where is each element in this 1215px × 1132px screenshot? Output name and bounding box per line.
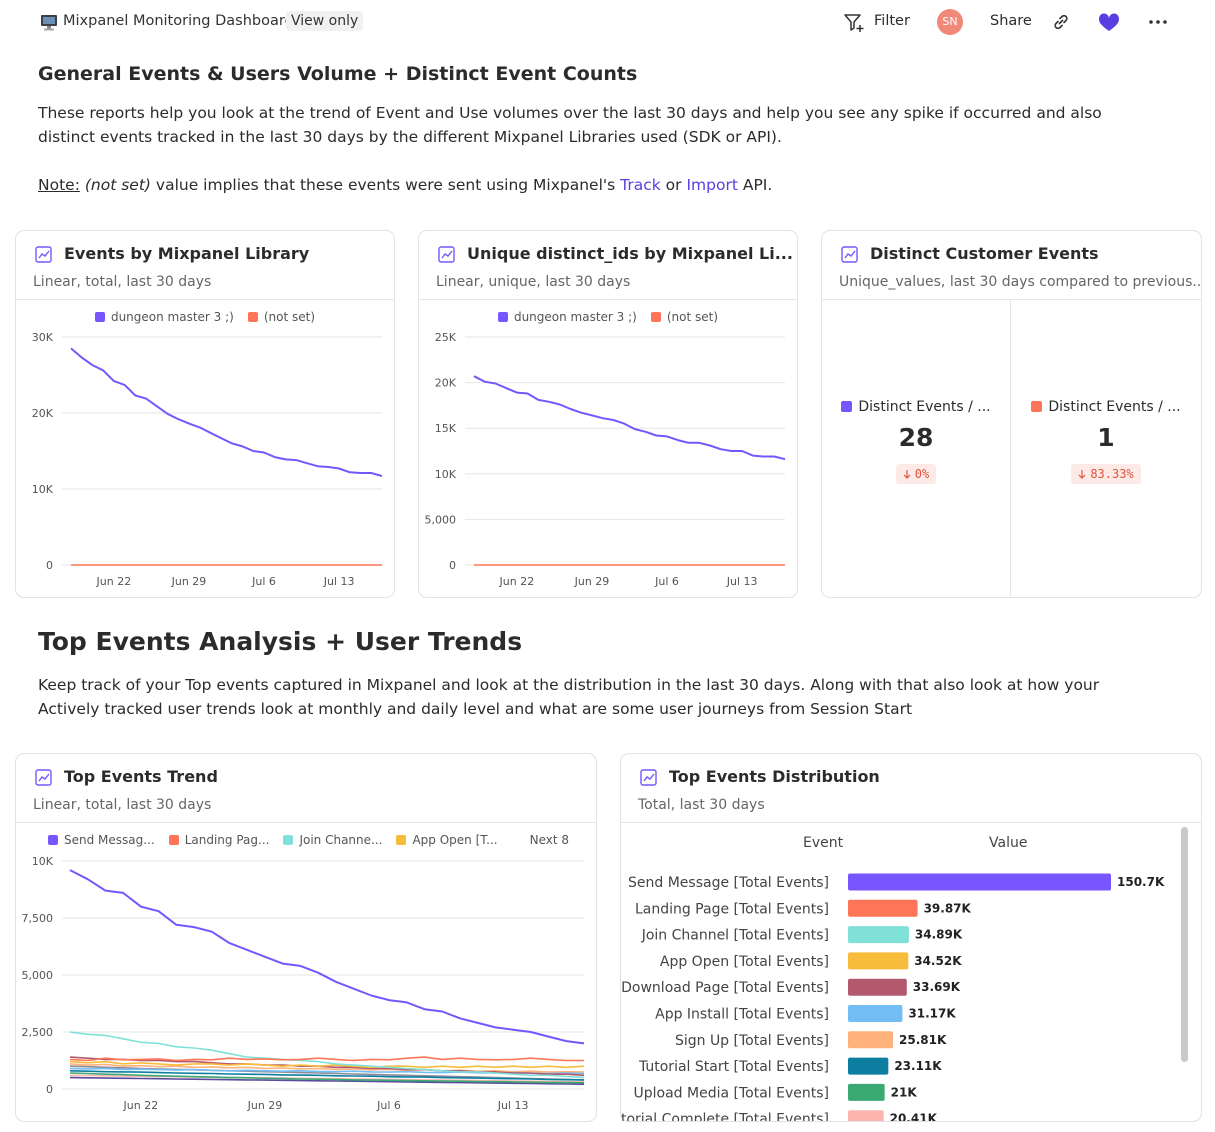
card-subtitle: Linear, total, last 30 days — [33, 274, 212, 290]
section-description: These reports help you look at the trend… — [38, 104, 1102, 146]
metric-value: 28 — [898, 423, 934, 452]
view-only-badge: View only — [286, 11, 364, 31]
legend-more[interactable]: Next 8 — [529, 833, 570, 847]
legend: dungeon master 3 ;) (not set) — [419, 310, 797, 324]
metric-change: 0% — [914, 467, 930, 481]
chart-card: Events by Mixpanel Library Linear, total… — [15, 230, 395, 598]
legend-label: Landing Pag... — [184, 833, 270, 847]
legend-swatch — [48, 835, 58, 845]
card-subtitle: Total, last 30 days — [638, 797, 765, 813]
avatar[interactable]: SN — [937, 9, 963, 35]
metric-swatch — [841, 401, 853, 412]
legend-label: Send Messag... — [64, 833, 155, 847]
note-label: Note: — [38, 176, 80, 194]
legend-item: dungeon master 3 ;) — [497, 310, 637, 324]
track-link[interactable]: Track — [620, 176, 661, 194]
legend-swatch — [283, 835, 294, 845]
metric-card: Distinct Customer Events Unique_values, … — [821, 230, 1202, 598]
metric-swatch — [1031, 401, 1043, 412]
link-icon[interactable] — [1052, 13, 1070, 31]
legend-swatch — [94, 312, 105, 322]
filter-button[interactable]: Filter — [874, 13, 910, 29]
legend-swatch — [168, 835, 179, 845]
metric: Distinct Events / ... 28 0% — [822, 399, 1010, 484]
down-arrow — [1078, 470, 1086, 479]
legend-item: (not set) — [247, 310, 316, 324]
legend-swatch — [396, 835, 407, 845]
note-italic: (not set) — [84, 176, 151, 194]
section-title: Top Events Analysis + User Trends — [38, 627, 523, 656]
column-header: Value — [989, 835, 1028, 851]
chart-icon — [438, 246, 455, 263]
column-header: Event — [803, 835, 844, 851]
section-title: General Events & Users Volume + Distinct… — [38, 63, 638, 85]
metric-name: Distinct Events / ... — [858, 399, 991, 415]
divider — [822, 299, 1201, 300]
legend-label: (not set) — [666, 310, 719, 324]
legend-item: Landing Pag... — [168, 833, 270, 847]
card-subtitle: Linear, unique, last 30 days — [436, 274, 631, 290]
card-title[interactable]: Distinct Customer Events — [870, 244, 1099, 263]
legend-swatch — [247, 312, 258, 322]
section-description: Keep track of your Top events captured i… — [38, 676, 1100, 718]
legend-label: Join Channe... — [299, 833, 383, 847]
share-button[interactable]: Share — [990, 13, 1032, 29]
monitor-icon — [41, 15, 57, 31]
more-icon[interactable] — [1148, 18, 1168, 26]
card-title[interactable]: Unique distinct_ids by Mixpanel Li... — [467, 244, 793, 263]
metric: Distinct Events / ... 1 83.33% — [1011, 399, 1201, 484]
card-title[interactable]: Top Events Trend — [64, 767, 218, 786]
change-pill: 0% — [895, 464, 937, 484]
dashboard-title: Mixpanel Monitoring Dashboard — [63, 13, 294, 29]
change-pill: 83.33% — [1071, 464, 1141, 484]
legend-label: dungeon master 3 ;) — [110, 310, 234, 324]
import-link[interactable]: Import — [686, 176, 738, 194]
note-text: value implies that these events were sen… — [155, 176, 616, 194]
metric-change: 83.33% — [1090, 467, 1134, 481]
legend-label: (not set) — [263, 310, 316, 324]
legend-item: (not set) — [650, 310, 719, 324]
divider — [621, 822, 1201, 823]
chart-card: Unique distinct_ids by Mixpanel Li... Li… — [418, 230, 798, 598]
card-subtitle: Linear, total, last 30 days — [33, 797, 212, 813]
legend-item: App Open [T... — [396, 833, 498, 847]
favorite-icon[interactable] — [1098, 13, 1120, 32]
chart-icon — [35, 246, 52, 263]
chart-icon — [841, 246, 858, 263]
filter-icon[interactable] — [843, 13, 865, 33]
metric-name: Distinct Events / ... — [1048, 399, 1181, 415]
legend-swatch — [650, 312, 661, 322]
divider — [16, 822, 596, 823]
note-text: API. — [742, 176, 773, 194]
legend: Send Messag... Landing Pag... Join Channe.… — [48, 833, 569, 847]
section-note: Note: (not set) value implies that these… — [38, 173, 1148, 197]
legend-swatch — [497, 312, 508, 322]
note-text: or — [665, 176, 682, 194]
down-arrow — [903, 470, 911, 479]
chart-icon — [640, 769, 657, 786]
divider — [16, 299, 394, 300]
legend-item: Send Messag... — [48, 833, 155, 847]
legend-item: Join Channe... — [283, 833, 382, 847]
card-title[interactable]: Top Events Distribution — [669, 767, 880, 786]
chart-icon — [35, 769, 52, 786]
legend-label: App Open [T... — [412, 833, 498, 847]
card-title[interactable]: Events by Mixpanel Library — [64, 244, 310, 263]
chart-card: Top Events Trend Linear, total, last 30 … — [15, 753, 597, 1122]
metric-value: 1 — [1097, 423, 1115, 452]
legend-label: dungeon master 3 ;) — [513, 310, 637, 324]
chart-card: Top Events Distribution Total, last 30 d… — [620, 753, 1202, 1122]
legend: dungeon master 3 ;) (not set) — [16, 310, 394, 324]
divider — [1010, 300, 1011, 597]
card-subtitle: Unique_values, last 30 days compared to … — [839, 274, 1202, 290]
legend-item: dungeon master 3 ;) — [94, 310, 234, 324]
divider — [419, 299, 797, 300]
